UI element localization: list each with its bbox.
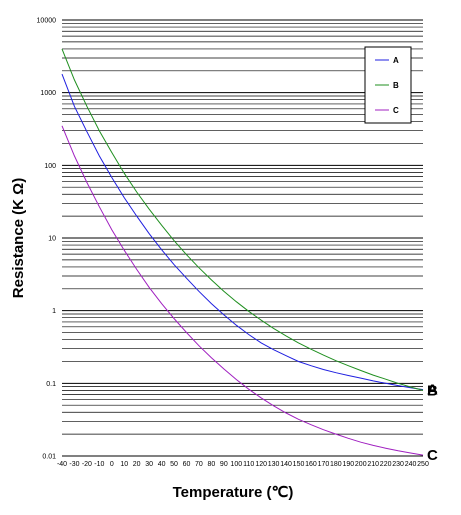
x-axis-title: Temperature (℃): [173, 484, 294, 501]
y-tick-label: 10000: [37, 18, 57, 25]
end-label-a: A: [427, 382, 438, 399]
x-tick-label: 110: [243, 461, 254, 468]
x-tick-labels: -40 -30 -20 -10 0 10 20 30 40 50 60 70 80 90 100 110 120…: [57, 461, 429, 468]
x-tick-label: 150: [293, 461, 305, 468]
x-tick-label: 170: [318, 461, 330, 468]
x-tick-label: -40: [57, 461, 67, 468]
x-tick-label: 210: [367, 461, 379, 468]
x-tick-label: -20: [82, 461, 92, 468]
y-tick-label: 0.01: [42, 454, 56, 461]
x-tick-label: 120: [255, 461, 267, 468]
x-tick-label: 80: [207, 461, 215, 468]
x-tick-label: 40: [158, 461, 166, 468]
legend-label-a: A: [393, 56, 399, 65]
y-tick-labels: 10000 1000 100 10 1 0.1 0.01: [37, 18, 57, 461]
legend: A B C: [364, 46, 412, 124]
y-tick-label: 1000: [40, 90, 56, 97]
x-tick-label: 200: [355, 461, 367, 468]
end-label-c: C: [427, 447, 438, 464]
series-line-b: [61, 48, 424, 391]
x-tick-label: 50: [170, 461, 178, 468]
x-tick-label: 30: [145, 461, 153, 468]
x-tick-label: 70: [195, 461, 203, 468]
x-tick-label: 0: [110, 461, 114, 468]
x-tick-label: -10: [94, 461, 104, 468]
x-tick-label: 160: [305, 461, 317, 468]
series-end-labels: BA C: [427, 382, 438, 464]
y-axis-title: Resistance (K Ω): [10, 178, 27, 298]
x-tick-label: 20: [133, 461, 141, 468]
x-tick-label: 240: [405, 461, 417, 468]
x-tick-label: 100: [230, 461, 242, 468]
x-tick-label: 190: [342, 461, 354, 468]
legend-label-c: C: [393, 106, 399, 115]
x-tick-label: 130: [268, 461, 280, 468]
x-tick-label: 220: [380, 461, 392, 468]
end-label-b: B: [427, 382, 438, 399]
x-tick-label: 90: [220, 461, 228, 468]
series-lines: [61, 48, 424, 456]
y-tick-label: 1: [52, 308, 56, 315]
x-tick-label: 180: [330, 461, 342, 468]
y-tick-label: 0.1: [46, 381, 56, 388]
x-tick-label: 250: [417, 461, 429, 468]
x-tick-label: 60: [183, 461, 191, 468]
y-tick-label: 10: [48, 236, 56, 243]
x-tick-label: 10: [120, 461, 128, 468]
y-tick-label: 100: [44, 163, 56, 170]
grid-lines: [62, 19, 423, 457]
series-line-a: [61, 73, 424, 391]
x-tick-label: 230: [392, 461, 404, 468]
x-tick-label: 140: [280, 461, 292, 468]
legend-label-b: B: [393, 81, 399, 90]
series-line-c: [61, 125, 424, 456]
x-tick-label: -30: [69, 461, 79, 468]
